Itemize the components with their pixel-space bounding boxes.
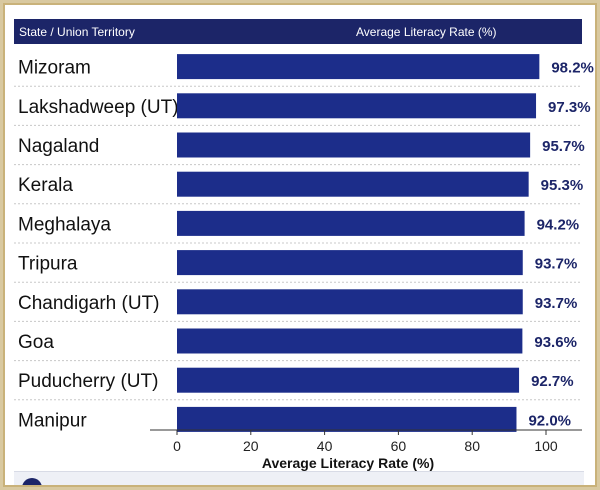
header-value-label: Average Literacy Rate (%) xyxy=(356,25,497,39)
footer-strip xyxy=(14,471,584,485)
category-label: Manipur xyxy=(18,410,87,431)
footer-icon xyxy=(22,478,42,485)
x-tick-label: 40 xyxy=(317,438,333,454)
bar xyxy=(177,289,523,315)
category-label: Goa xyxy=(18,332,54,353)
bar xyxy=(177,367,520,393)
bar xyxy=(177,406,517,432)
x-tick-label: 80 xyxy=(464,438,480,454)
table-header: State / Union Territory Average Literacy… xyxy=(14,19,582,44)
category-label: Meghalaya xyxy=(18,214,111,235)
bar xyxy=(177,328,523,354)
x-tick-label: 60 xyxy=(391,438,407,454)
value-label: 94.2% xyxy=(537,216,580,233)
value-label: 92.0% xyxy=(528,412,571,429)
category-label: Kerala xyxy=(18,175,73,196)
bar-chart: Mizoram 98.2% Lakshadweep (UT) 97.3% Nagalan… xyxy=(14,54,594,471)
value-label: 98.2% xyxy=(551,60,594,77)
bar xyxy=(177,132,531,158)
x-tick-label: 100 xyxy=(534,438,558,454)
value-label: 93.6% xyxy=(534,334,577,351)
bar xyxy=(177,171,529,197)
chart-panel: State / Union Territory Average Literacy… xyxy=(3,3,597,487)
value-label: 95.3% xyxy=(541,177,584,194)
x-axis-title: Average Literacy Rate (%) xyxy=(262,455,434,471)
header-category-label: State / Union Territory xyxy=(19,25,135,39)
x-tick-label: 20 xyxy=(243,438,259,454)
category-label: Puducherry (UT) xyxy=(18,371,158,392)
category-label: Tripura xyxy=(18,254,78,275)
value-label: 93.7% xyxy=(535,256,578,273)
bar xyxy=(177,250,523,276)
category-label: Chandigarh (UT) xyxy=(18,293,160,314)
bar xyxy=(177,93,537,119)
category-label: Nagaland xyxy=(18,136,99,157)
value-label: 97.3% xyxy=(548,99,591,116)
category-label: Mizoram xyxy=(18,58,91,79)
value-label: 93.7% xyxy=(535,295,578,312)
value-label: 95.7% xyxy=(542,138,585,155)
bar xyxy=(177,54,540,80)
x-tick-label: 0 xyxy=(173,438,181,454)
bar xyxy=(177,210,525,236)
value-label: 92.7% xyxy=(531,373,574,390)
category-label: Lakshadweep (UT) xyxy=(18,97,179,118)
